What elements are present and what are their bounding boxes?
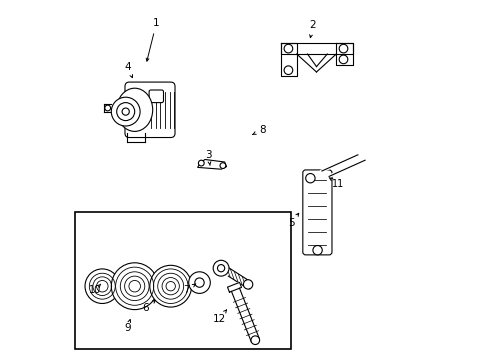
FancyBboxPatch shape: [149, 90, 163, 103]
Polygon shape: [280, 43, 352, 54]
Circle shape: [284, 44, 292, 53]
Text: 10: 10: [89, 285, 101, 295]
Circle shape: [284, 66, 292, 75]
Text: 9: 9: [124, 323, 131, 333]
Text: 7: 7: [183, 285, 190, 295]
Text: 2: 2: [309, 20, 316, 30]
Circle shape: [220, 163, 225, 168]
Circle shape: [243, 280, 252, 289]
Text: 5: 5: [287, 218, 294, 228]
Circle shape: [250, 336, 259, 345]
Text: 3: 3: [205, 150, 211, 160]
Circle shape: [339, 44, 347, 53]
Circle shape: [104, 105, 110, 111]
Text: 8: 8: [259, 125, 265, 135]
Bar: [75, 212, 291, 349]
Circle shape: [111, 263, 158, 310]
Circle shape: [312, 246, 322, 255]
Text: 1: 1: [153, 18, 159, 28]
Text: 4: 4: [124, 62, 131, 72]
Circle shape: [188, 272, 210, 293]
Text: 12: 12: [212, 314, 225, 324]
Text: 6: 6: [142, 303, 148, 313]
Circle shape: [217, 265, 224, 272]
Circle shape: [339, 55, 347, 64]
Polygon shape: [197, 159, 226, 169]
FancyBboxPatch shape: [302, 170, 331, 255]
Ellipse shape: [117, 88, 152, 131]
Polygon shape: [336, 43, 352, 65]
Circle shape: [111, 97, 140, 126]
Text: 11: 11: [331, 179, 344, 189]
Circle shape: [122, 108, 129, 115]
Circle shape: [305, 174, 314, 183]
Circle shape: [85, 269, 120, 303]
Polygon shape: [227, 282, 241, 292]
FancyBboxPatch shape: [125, 82, 175, 138]
Circle shape: [194, 278, 204, 287]
Circle shape: [198, 160, 204, 166]
Circle shape: [213, 260, 228, 276]
Polygon shape: [280, 43, 296, 76]
Circle shape: [149, 265, 191, 307]
Circle shape: [117, 103, 134, 121]
